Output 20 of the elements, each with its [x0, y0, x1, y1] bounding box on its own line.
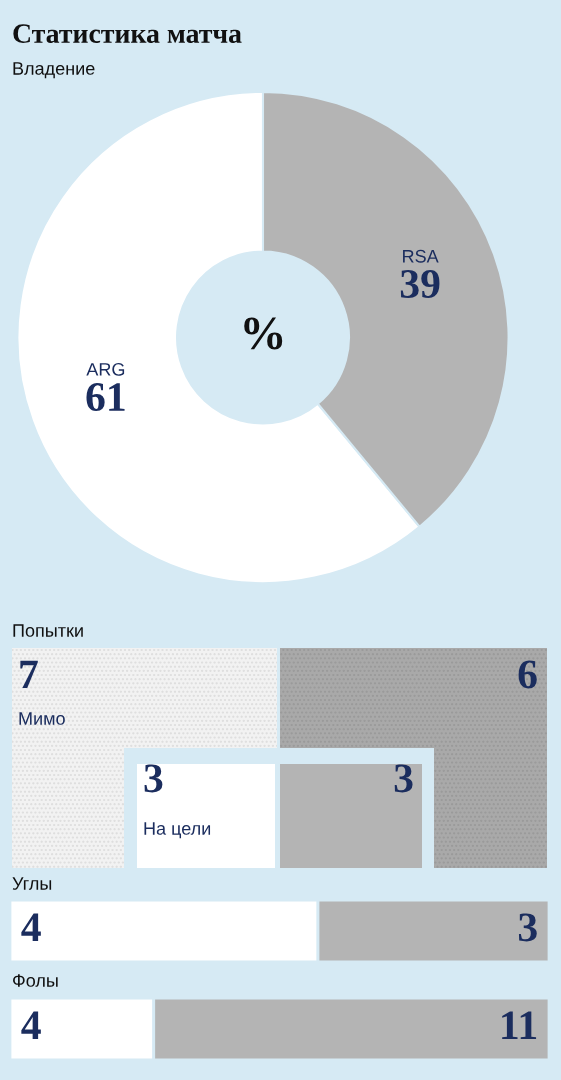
data-label: 39 [400, 269, 440, 298]
chart-title: Углы [12, 877, 52, 890]
category-label: На цели [144, 822, 211, 839]
data-label: 3 [518, 913, 537, 942]
data-label: 3 [394, 764, 413, 793]
data-label: 3 [144, 764, 163, 793]
chart-title: Статистика матча [13, 24, 242, 43]
text: Попытки [13, 624, 83, 637]
category-label: Мимо [19, 712, 65, 725]
data-label: 4 [21, 913, 41, 942]
data-label: 4 [21, 1011, 41, 1040]
data-label: 61 [86, 383, 125, 412]
data-label: 7 [20, 660, 38, 689]
data-label: 11 [502, 1011, 537, 1040]
slice-label: RSA [403, 249, 439, 263]
chart-subtitle: Владение [13, 62, 95, 79]
slice-label: ARG [86, 362, 125, 376]
data-label: 6 [518, 660, 537, 689]
text: % [244, 317, 283, 350]
chart-title: Фолы [13, 974, 58, 987]
